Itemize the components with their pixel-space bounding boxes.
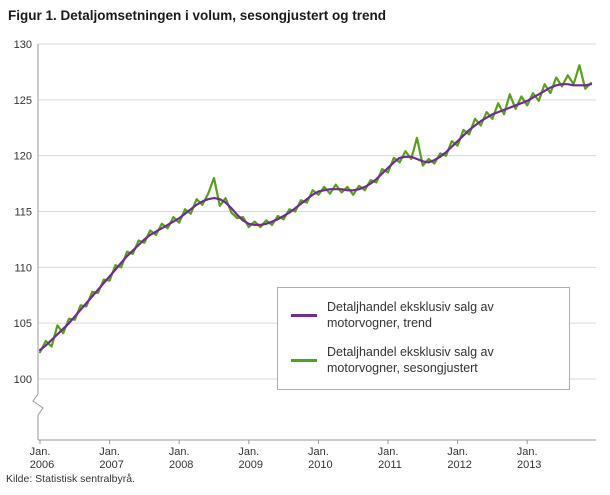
line-chart: 100105110115120125130Jan.2006Jan.2007Jan… <box>14 39 596 471</box>
svg-text:Jan.: Jan. <box>30 446 51 458</box>
legend: Detaljhandel eksklusiv salg av motorvogn… <box>277 287 570 390</box>
svg-text:Jan.: Jan. <box>517 446 538 458</box>
svg-text:2008: 2008 <box>169 459 193 471</box>
source-note: Kilde: Statistisk sentralbyrå. <box>6 473 135 485</box>
svg-text:120: 120 <box>14 151 32 163</box>
svg-text:115: 115 <box>14 207 32 219</box>
trend-line-swatch <box>291 313 317 317</box>
svg-text:Jan.: Jan. <box>378 446 399 458</box>
svg-text:2013: 2013 <box>517 459 541 471</box>
svg-text:110: 110 <box>14 262 32 274</box>
legend-item-seasonally-adjusted: Detaljhandel eksklusiv salg av motorvogn… <box>291 344 559 376</box>
svg-text:2011: 2011 <box>378 459 402 471</box>
legend-label-trend: Detaljhandel eksklusiv salg av motorvogn… <box>327 300 494 330</box>
svg-text:100: 100 <box>14 374 32 386</box>
svg-text:105: 105 <box>14 318 32 330</box>
svg-text:Jan.: Jan. <box>238 446 259 458</box>
svg-text:2010: 2010 <box>308 459 332 471</box>
chart-title: Figur 1. Detaljomsetningen i volum, seso… <box>8 8 387 23</box>
chart-area: 100 105 110 115 120 125 130 Jan. 2006 Jan. 2007 Jan… <box>0 24 610 472</box>
legend-item-trend: Detaljhandel eksklusiv salg av motorvogn… <box>291 299 559 331</box>
svg-text:Jan.: Jan. <box>99 446 120 458</box>
svg-text:2012: 2012 <box>447 459 471 471</box>
legend-label-seasonally-adjusted: Detaljhandel eksklusiv salg av motorvogn… <box>327 345 494 375</box>
svg-text:Jan.: Jan. <box>308 446 329 458</box>
svg-text:2006: 2006 <box>30 459 54 471</box>
seasonally-adjusted-line-swatch <box>291 358 317 362</box>
svg-text:2007: 2007 <box>99 459 123 471</box>
svg-text:2009: 2009 <box>239 459 263 471</box>
svg-text:Jan.: Jan. <box>447 446 468 458</box>
svg-text:125: 125 <box>14 95 32 107</box>
svg-text:Jan.: Jan. <box>169 446 190 458</box>
svg-text:130: 130 <box>14 39 32 51</box>
